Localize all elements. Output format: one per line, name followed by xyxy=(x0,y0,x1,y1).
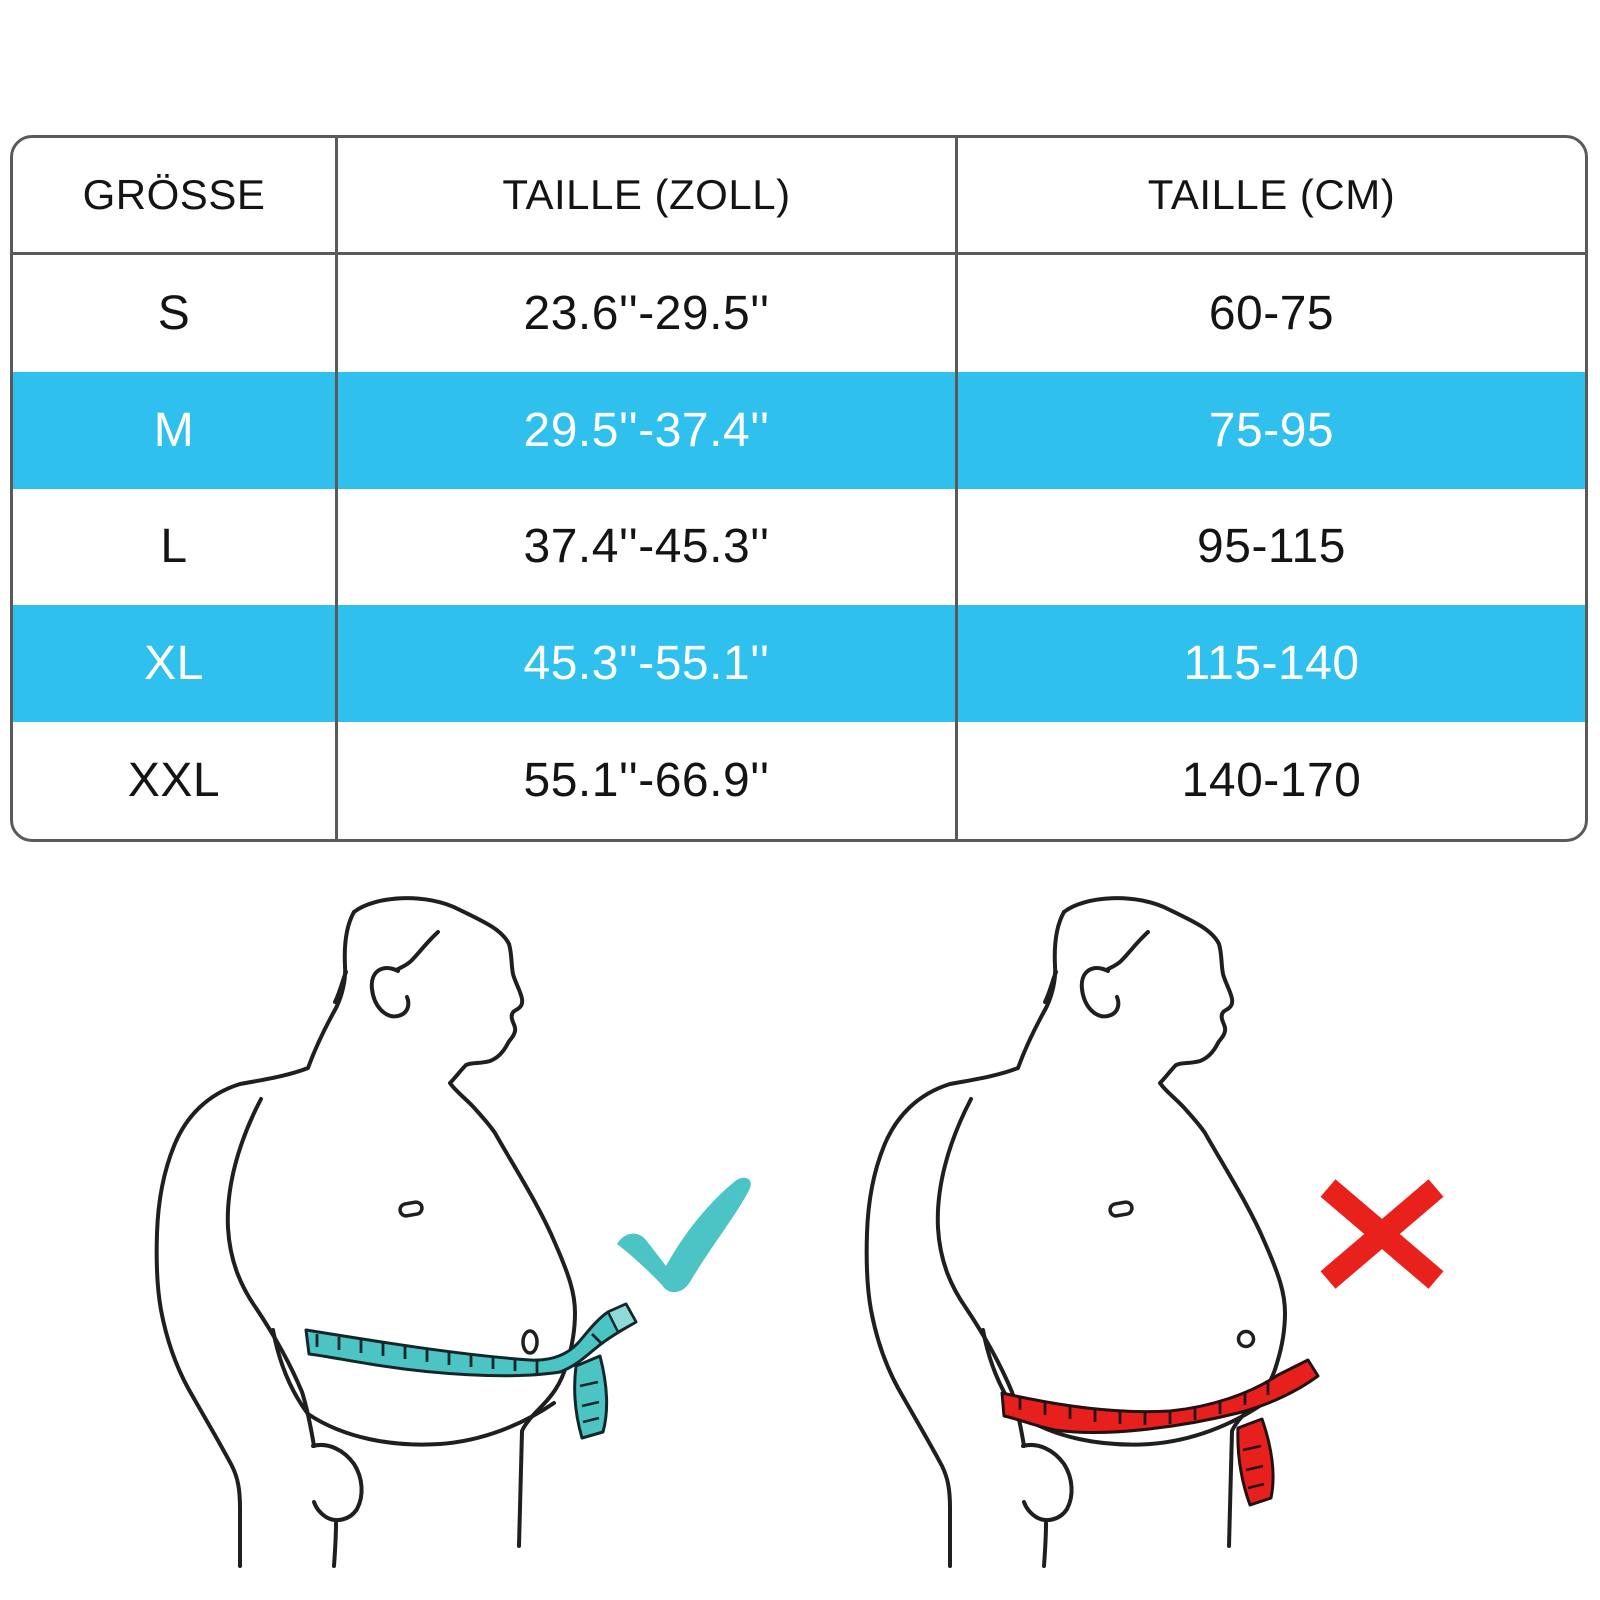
size-cell: S xyxy=(157,286,191,340)
waist-cm-cell: 60-75 xyxy=(955,254,1585,372)
tape-tail-ticks-incorrect xyxy=(1242,1444,1265,1490)
column-header-waist-cm: TAILLE (CM) xyxy=(955,138,1585,255)
size-cell: M xyxy=(13,371,335,489)
tape-ticks-correct xyxy=(315,1333,602,1373)
figure-incorrect-measurement xyxy=(864,896,1444,1568)
navel xyxy=(1236,1329,1256,1349)
tape-tail-correct xyxy=(573,1354,609,1440)
waist-zoll-cell: 29.5''-37.4'' xyxy=(335,371,955,489)
size-table: GRÖSSE TAILLE (ZOLL) TAILLE (CM) S 23.6'… xyxy=(10,135,1588,842)
column-header-waist-zoll: TAILLE (ZOLL) xyxy=(335,138,955,255)
figure-correct-measurement xyxy=(154,896,751,1568)
size-cell: XXL xyxy=(127,754,221,808)
tape-tail-ticks-correct xyxy=(579,1380,600,1424)
size-cell: XL xyxy=(13,605,335,723)
waist-zoll-cell: 37.4''-45.3'' xyxy=(335,488,955,606)
waist-zoll-cell: 23.6''-29.5'' xyxy=(335,254,955,372)
tape-tip-highlight xyxy=(606,1302,638,1334)
check-icon xyxy=(617,1177,751,1293)
tape-ticks-incorrect xyxy=(1018,1382,1270,1425)
cross-icon xyxy=(1320,1179,1444,1289)
measuring-tape-incorrect xyxy=(1000,1358,1320,1434)
man-figure xyxy=(864,896,1287,1568)
navel-over-tape xyxy=(521,1329,539,1355)
column-header-size: GRÖSSE xyxy=(13,138,335,255)
waist-zoll-cell: 45.3''-55.1'' xyxy=(335,605,955,723)
man-figure xyxy=(154,896,577,1568)
waist-cm-cell: 140-170 xyxy=(955,722,1585,839)
size-cell: L xyxy=(160,520,188,574)
waist-cm-cell: 95-115 xyxy=(955,488,1585,606)
waist-zoll-cell: 55.1''-66.9'' xyxy=(335,722,955,839)
waist-cm-cell: 115-140 xyxy=(955,605,1585,723)
tape-tail-incorrect xyxy=(1236,1417,1275,1507)
waist-cm-cell: 75-95 xyxy=(955,371,1585,489)
